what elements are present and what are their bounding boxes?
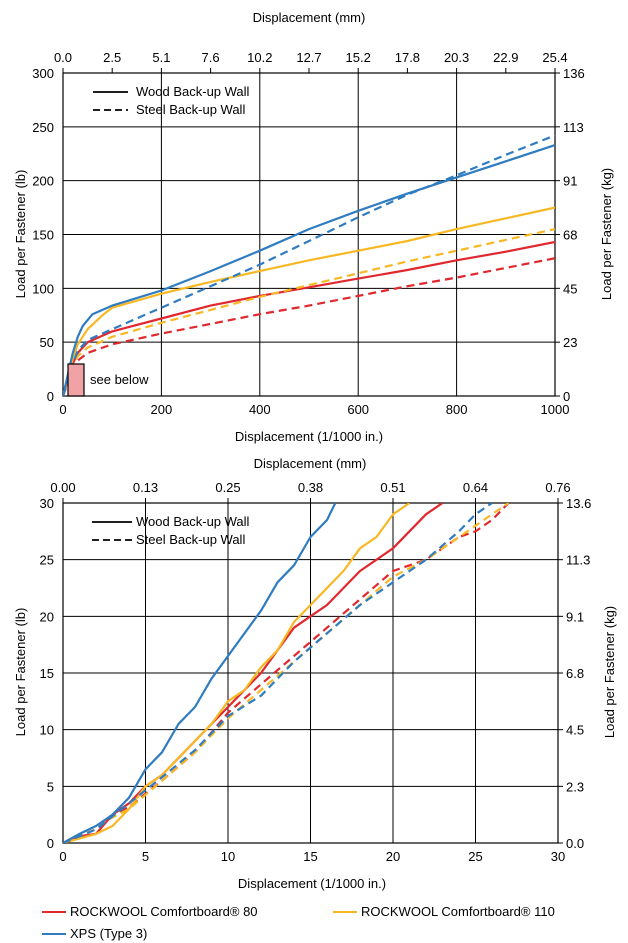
y-tick-label: 10 <box>40 723 54 738</box>
y2-tick-label: 9.1 <box>566 609 584 624</box>
x2-tick-label: 25.4 <box>542 50 567 65</box>
bottom-chart-y-label: Load per Fastener (lb) <box>13 608 28 737</box>
top-chart: Displacement (mm) Displacement (1/1000 i… <box>13 10 614 444</box>
x2-tick-label: 22.9 <box>493 50 518 65</box>
y2-tick-label: 136 <box>563 66 585 81</box>
y2-tick-label: 45 <box>563 281 577 296</box>
x2-tick-label: 0.38 <box>298 480 323 495</box>
top-chart-x-label: Displacement (1/1000 in.) <box>235 429 383 444</box>
legend-wood-label: Wood Back-up Wall <box>136 84 250 99</box>
x2-tick-label: 0.00 <box>50 480 75 495</box>
bottom-chart-y2-label: Load per Fastener (kg) <box>602 606 617 738</box>
x2-tick-label: 0.51 <box>380 480 405 495</box>
y-tick-label: 50 <box>40 335 54 350</box>
x-tick-label: 400 <box>249 402 271 417</box>
top-chart-legend: Wood Back-up Wall Steel Back-up Wall <box>93 84 250 117</box>
legend-steel-label: Steel Back-up Wall <box>136 532 245 547</box>
y2-tick-label: 13.6 <box>566 496 591 511</box>
x-tick-label: 1000 <box>541 402 570 417</box>
x2-tick-label: 5.1 <box>152 50 170 65</box>
y-tick-label: 5 <box>47 779 54 794</box>
y-tick-label: 15 <box>40 666 54 681</box>
y-tick-label: 0 <box>47 836 54 851</box>
y-tick-label: 100 <box>32 281 54 296</box>
x-tick-label: 200 <box>151 402 173 417</box>
y2-tick-label: 0.0 <box>566 836 584 851</box>
series-legend: ROCKWOOL Comfortboard® 80 ROCKWOOL Comfo… <box>42 904 555 941</box>
series-line-blue-steel <box>63 134 555 396</box>
x2-tick-label: 0.25 <box>215 480 240 495</box>
y-tick-label: 0 <box>47 389 54 404</box>
grid <box>63 503 558 843</box>
x-tick-label: 30 <box>551 849 565 864</box>
series-line-red-wood <box>63 240 555 396</box>
top-chart-x2-label: Displacement (mm) <box>253 10 366 25</box>
plot-frame <box>62 72 556 397</box>
series-line-yellow-wood <box>63 206 555 396</box>
series-line-blue-wood <box>63 144 555 396</box>
x2-tick-label: 0.13 <box>133 480 158 495</box>
top-chart-y2-label: Load per Fastener (kg) <box>599 168 614 300</box>
y-tick-label: 300 <box>32 66 54 81</box>
bottom-chart-x2-label: Displacement (mm) <box>254 456 367 471</box>
y2-tick-label: 6.8 <box>566 666 584 681</box>
grid <box>63 73 555 396</box>
see-below-label: see below <box>90 372 149 387</box>
y2-tick-label: 4.5 <box>566 723 584 738</box>
series-line-yellow-wood <box>63 503 411 843</box>
legend-wood-label: Wood Back-up Wall <box>136 514 250 529</box>
y2-tick-label: 68 <box>563 228 577 243</box>
y2-tick-label: 11.3 <box>566 553 590 568</box>
x2-tick-label: 0.76 <box>545 480 570 495</box>
bottom-chart-x-label: Displacement (1/1000 in.) <box>238 876 386 891</box>
x2-tick-label: 17.8 <box>395 50 420 65</box>
see-below-box <box>67 363 85 397</box>
y2-tick-label: 23 <box>563 335 577 350</box>
plot-frame <box>62 502 559 844</box>
bottom-chart: Displacement (mm) Displacement (1/1000 i… <box>13 456 617 891</box>
legend-blue-label: XPS (Type 3) <box>70 926 147 941</box>
x2-tick-label: 0.0 <box>54 50 72 65</box>
y2-tick-label: 2.3 <box>566 779 584 794</box>
x2-tick-label: 2.5 <box>103 50 121 65</box>
see-below-annotation: see below <box>67 363 149 397</box>
x2-tick-label: 10.2 <box>247 50 272 65</box>
x-tick-label: 800 <box>446 402 468 417</box>
legend-yellow-label: ROCKWOOL Comfortboard® 110 <box>361 904 555 919</box>
x2-tick-label: 7.6 <box>202 50 220 65</box>
x-tick-label: 600 <box>347 402 369 417</box>
series-group <box>63 134 555 396</box>
x2-tick-label: 15.2 <box>346 50 371 65</box>
y-tick-label: 200 <box>32 174 54 189</box>
x2-tick-label: 0.64 <box>463 480 488 495</box>
y2-tick-label: 0 <box>563 389 570 404</box>
x-tick-label: 10 <box>221 849 235 864</box>
series-line-blue-steel <box>63 503 493 843</box>
x-tick-label: 20 <box>386 849 400 864</box>
series-line-blue-wood <box>63 503 337 843</box>
y-tick-label: 25 <box>40 553 54 568</box>
bottom-chart-legend: Wood Back-up Wall Steel Back-up Wall <box>92 514 250 547</box>
y2-tick-label: 91 <box>563 174 577 189</box>
legend-red-label: ROCKWOOL Comfortboard® 80 <box>70 904 258 919</box>
x-tick-label: 0 <box>59 402 66 417</box>
x-tick-label: 25 <box>468 849 482 864</box>
x-tick-label: 5 <box>142 849 149 864</box>
legend-steel-label: Steel Back-up Wall <box>136 102 245 117</box>
series-group <box>63 503 510 843</box>
x-tick-label: 15 <box>303 849 317 864</box>
y2-tick-label: 113 <box>563 120 584 135</box>
top-chart-y-label: Load per Fastener (lb) <box>13 170 28 299</box>
y-tick-label: 30 <box>40 496 54 511</box>
y-tick-label: 150 <box>32 228 54 243</box>
y-tick-label: 20 <box>40 609 54 624</box>
series-line-yellow-steel <box>63 228 555 396</box>
x2-tick-label: 20.3 <box>444 50 469 65</box>
x2-tick-label: 12.7 <box>296 50 321 65</box>
series-line-red-wood <box>63 503 444 843</box>
y-tick-label: 250 <box>32 120 54 135</box>
x-tick-label: 0 <box>59 849 66 864</box>
